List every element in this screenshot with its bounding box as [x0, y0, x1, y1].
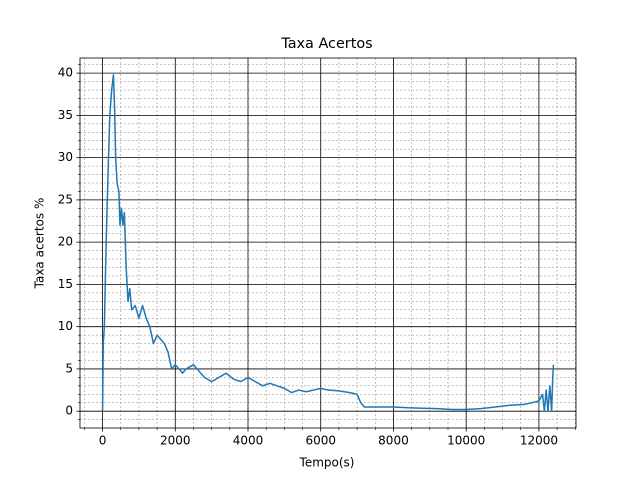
y-tick-label: 35 — [58, 108, 73, 122]
plot-frame — [79, 57, 577, 429]
y-tick-label: 20 — [58, 235, 73, 249]
y-tick-label: 15 — [58, 277, 73, 291]
x-tick-label: 0 — [99, 434, 107, 448]
x-tick-label: 12000 — [520, 434, 558, 448]
y-tick-label: 0 — [65, 404, 73, 418]
y-tick-label: 40 — [58, 66, 73, 80]
y-axis-label: Taxa acertos % — [33, 198, 47, 290]
y-tick-label: 10 — [58, 319, 73, 333]
x-tick-label: 6000 — [305, 434, 336, 448]
y-tick-label: 30 — [58, 150, 73, 164]
y-tick-label: 5 — [65, 361, 73, 375]
x-tick-label: 4000 — [233, 434, 264, 448]
chart-title: Taxa Acertos — [280, 36, 372, 52]
plot-area — [80, 58, 576, 428]
y-tick-label: 25 — [58, 192, 73, 206]
x-tick-label: 8000 — [378, 434, 409, 448]
x-tick-label: 10000 — [447, 434, 485, 448]
x-tick-label: 2000 — [160, 434, 191, 448]
data-line — [101, 74, 555, 412]
x-axis-label: Tempo(s) — [299, 456, 355, 470]
